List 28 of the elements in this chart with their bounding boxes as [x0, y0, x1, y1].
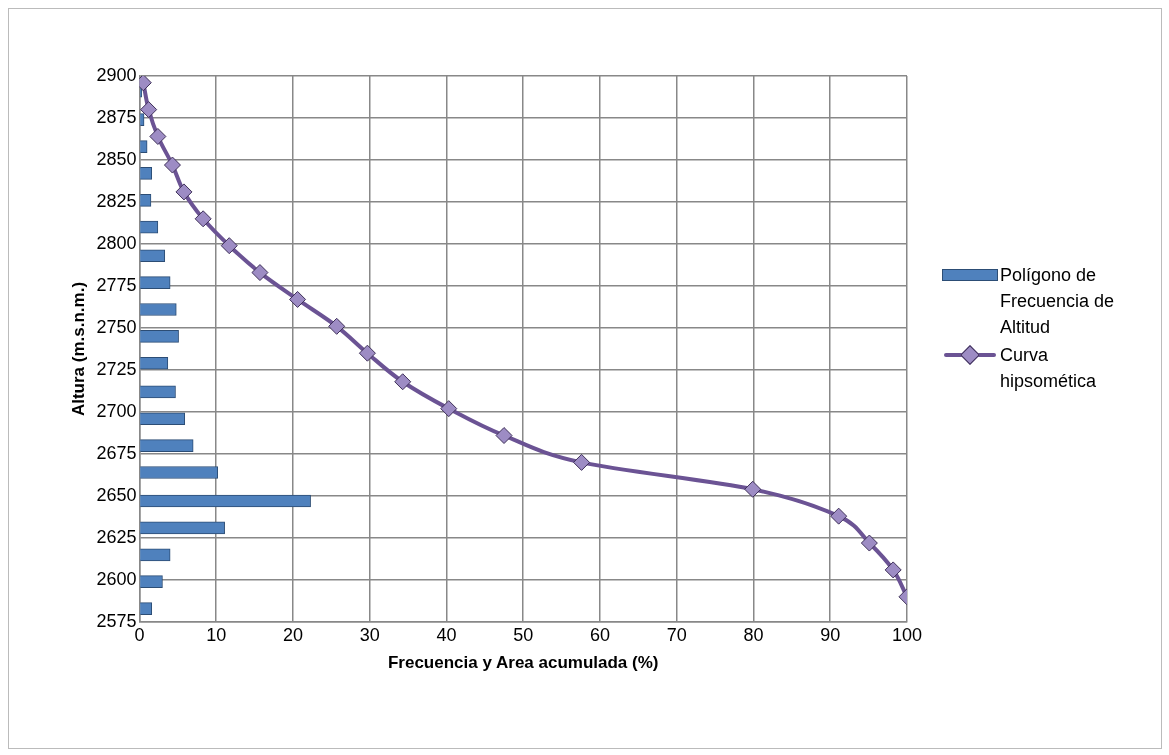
- y-tick-label: 2825: [96, 190, 137, 211]
- x-tick-label: 20: [282, 624, 303, 645]
- x-tick-label: 90: [820, 624, 841, 645]
- y-tick-label: 2850: [96, 148, 137, 169]
- x-tick-label: 50: [513, 624, 534, 645]
- y-tick-label: 2650: [96, 484, 137, 505]
- y-tick-label: 2750: [96, 316, 137, 337]
- y-tick-label: 2625: [96, 526, 137, 547]
- y-tick-label: 2775: [96, 274, 137, 295]
- x-tick-label: 80: [743, 624, 764, 645]
- y-tick-label: 2725: [96, 358, 137, 379]
- y-tick-label: 2600: [96, 568, 137, 589]
- y-tick-label: 2575: [96, 610, 137, 631]
- x-tick-label: 100: [891, 624, 923, 645]
- x-tick-label: 70: [666, 624, 687, 645]
- y-tick-label: 2900: [96, 64, 137, 85]
- y-tick-label: 2800: [96, 232, 137, 253]
- y-tick-label: 2875: [96, 106, 137, 127]
- y-axis-title: Altura (m.s.n.m.): [68, 281, 88, 417]
- y-tick-label: 2675: [96, 442, 137, 463]
- legend-label: Polígono de Frecuencia de Altitud: [1000, 264, 1116, 339]
- x-axis-title: Frecuencia y Area acumulada (%): [387, 653, 659, 673]
- x-tick-label: 40: [436, 624, 457, 645]
- x-tick-label: 30: [359, 624, 380, 645]
- legend-label: Curva hipsomética: [1000, 344, 1098, 393]
- x-tick-label: 10: [206, 624, 227, 645]
- y-tick-label: 2700: [96, 400, 137, 421]
- x-tick-label: 60: [589, 624, 610, 645]
